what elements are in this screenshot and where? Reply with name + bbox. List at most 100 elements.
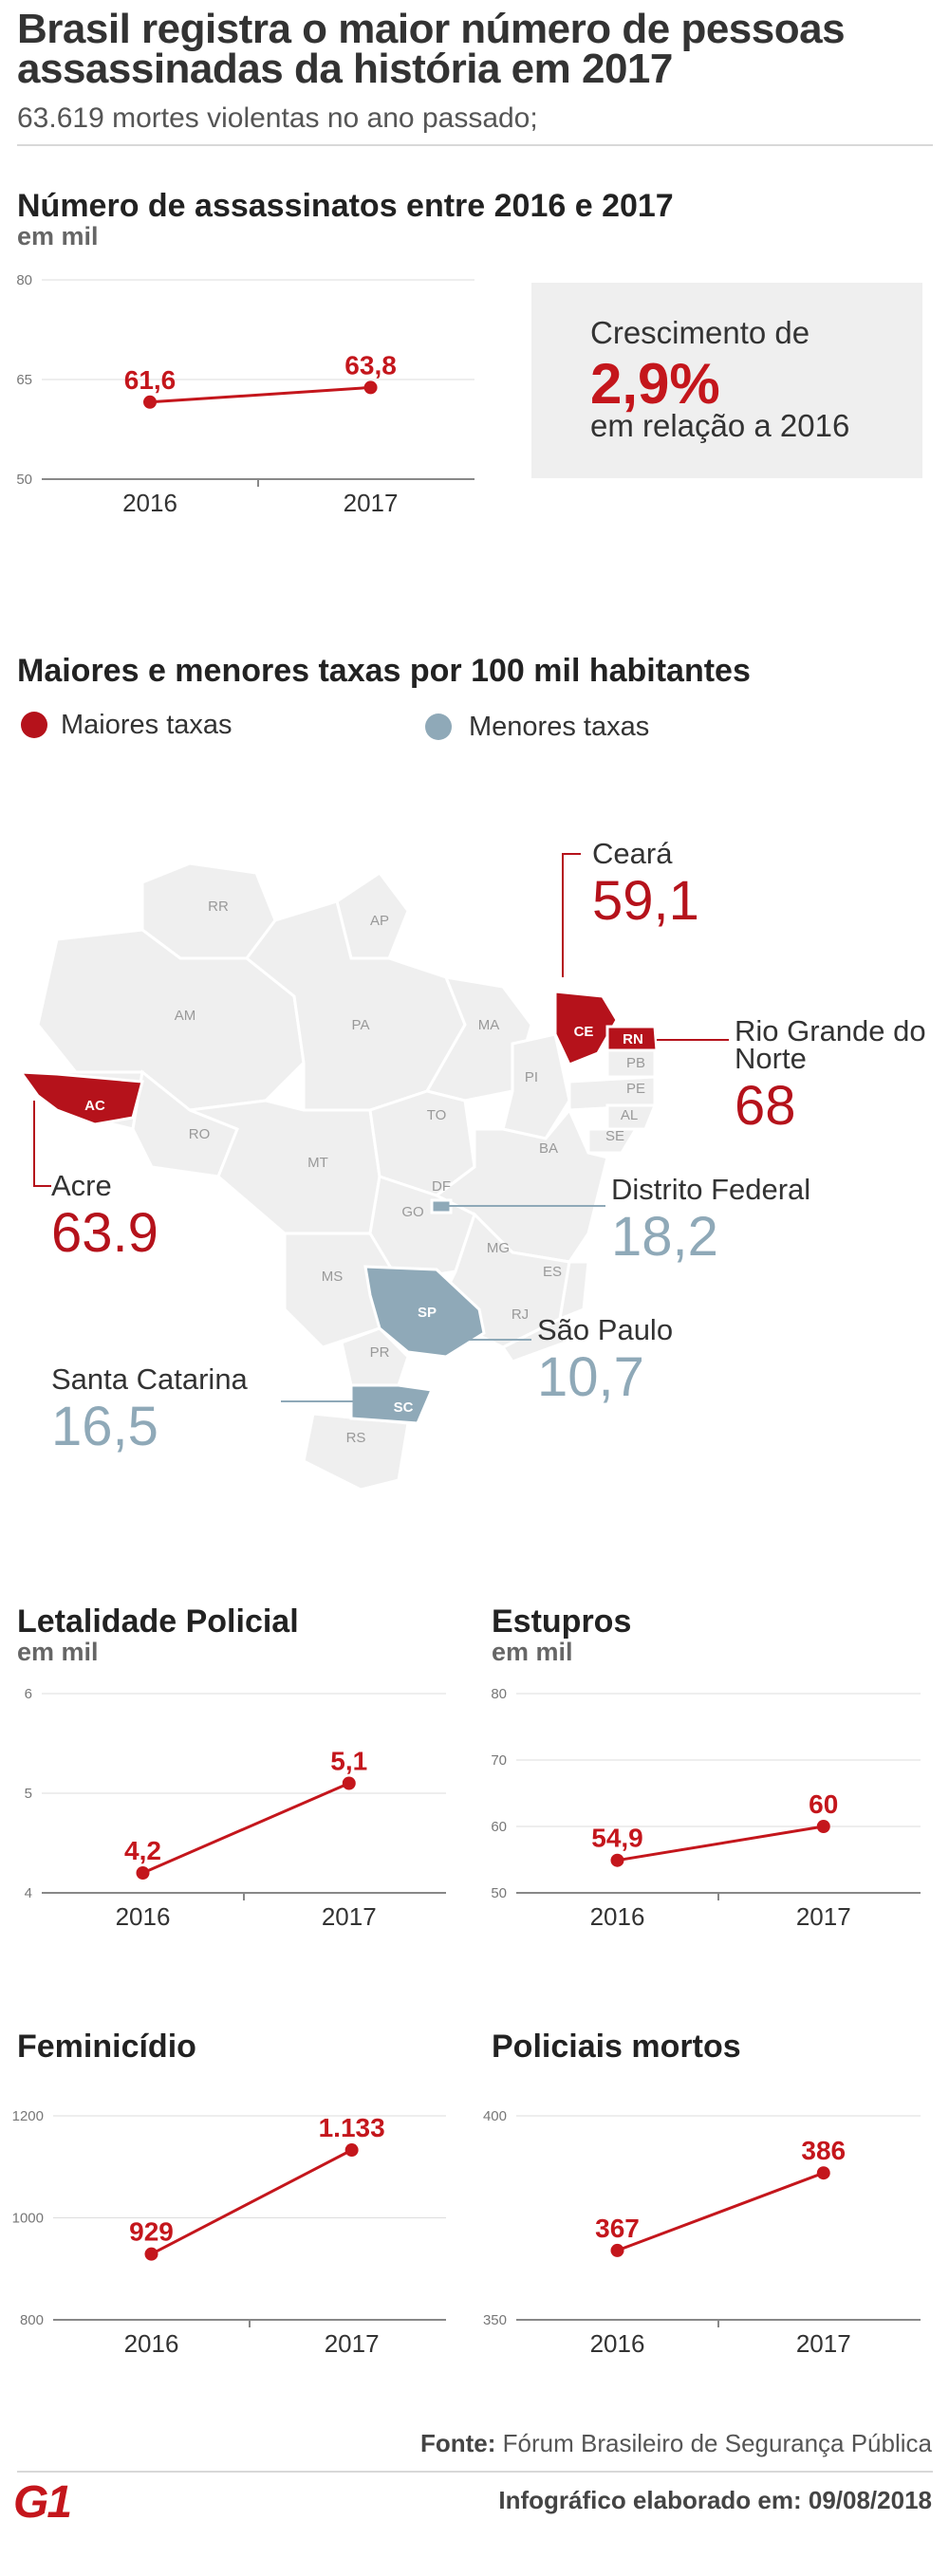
- label-pr: PR: [370, 1344, 390, 1361]
- state-ac-high: [17, 1070, 144, 1126]
- label-ro: RO: [189, 1126, 211, 1142]
- y-tick-label: 65: [16, 372, 32, 388]
- data-label: 929: [129, 2217, 174, 2247]
- g1-logo: G1: [13, 2477, 72, 2528]
- x-tick-label: 2017: [796, 1902, 851, 1931]
- legend-low-dot: [425, 713, 452, 740]
- y-tick-label: 400: [483, 2108, 507, 2124]
- data-point: [342, 1776, 356, 1790]
- footer-source: Fonte: Fórum Brasileiro de Segurança Púb…: [420, 2429, 932, 2458]
- label-ce: CE: [574, 1024, 594, 1040]
- label-df: DF: [432, 1178, 451, 1195]
- y-tick-label: 50: [491, 1885, 507, 1901]
- chart-feminicidio: 800 1000 1200 2016 2017 929 1.133: [12, 2108, 446, 2358]
- label-al: AL: [621, 1107, 638, 1123]
- data-point: [610, 2243, 624, 2257]
- chart-title-estupros: Estupros: [492, 1603, 632, 1640]
- chart-policiais: 350 400 2016 2017 367 386: [483, 2108, 921, 2358]
- data-point: [816, 1820, 830, 1833]
- data-point: [816, 2166, 830, 2180]
- state-rn-high: [605, 1025, 659, 1052]
- chart-subtitle-letalidade: em mil: [17, 1638, 99, 1666]
- data-label: 60: [809, 1789, 838, 1819]
- label-ap: AP: [370, 913, 389, 929]
- footer-divider: [17, 2471, 933, 2473]
- state-am: [36, 928, 306, 1112]
- footer-source-text: Fórum Brasileiro de Segurança Pública: [502, 2429, 932, 2457]
- data-label: 61,6: [124, 365, 177, 395]
- y-tick-label: 800: [20, 2312, 44, 2328]
- state-pr: [340, 1326, 410, 1387]
- state-sp-low: [363, 1265, 486, 1359]
- legend-low-label: Menores taxas: [469, 712, 650, 742]
- label-rr: RR: [208, 899, 229, 915]
- callout-df-value: 18,2: [611, 1206, 718, 1268]
- state-df-low: [430, 1198, 453, 1214]
- state-rj: [500, 1316, 567, 1363]
- label-es: ES: [543, 1264, 562, 1280]
- series-line: [617, 1825, 825, 1863]
- series-line: [150, 2148, 353, 2255]
- y-tick-label: 80: [16, 272, 32, 288]
- label-mt: MT: [307, 1155, 328, 1171]
- chart-title-assassinatos: Número de assassinatos entre 2016 e 2017: [17, 188, 674, 224]
- y-tick-label: 4: [25, 1885, 32, 1901]
- label-ba: BA: [539, 1140, 558, 1157]
- page-title: Brasil registra o maior número de pessoa…: [17, 6, 846, 92]
- label-to: TO: [427, 1107, 447, 1123]
- chart-subtitle-estupros: em mil: [492, 1638, 573, 1666]
- y-tick-label: 5: [25, 1786, 32, 1802]
- label-rs: RS: [346, 1430, 366, 1446]
- leader-ceara: [562, 853, 581, 977]
- growth-line1: Crescimento de: [590, 315, 810, 350]
- data-label: 63,8: [344, 350, 397, 380]
- label-pe: PE: [626, 1081, 645, 1097]
- data-point: [143, 395, 157, 409]
- label-mg: MG: [487, 1240, 510, 1256]
- label-rj: RJ: [512, 1307, 529, 1323]
- data-label: 4,2: [124, 1836, 161, 1865]
- data-label: 386: [801, 2136, 846, 2165]
- label-ms: MS: [322, 1269, 344, 1285]
- growth-line3: em relação a 2016: [590, 408, 850, 443]
- chart-subtitle-assassinatos: em mil: [17, 222, 99, 250]
- page-subtitle: 63.619 mortes violentas no ano passado;: [17, 102, 538, 134]
- label-pb: PB: [626, 1055, 645, 1071]
- legend-high-dot: [21, 712, 47, 738]
- callout-sp-name: São Paulo: [537, 1313, 674, 1346]
- footer-source-label: Fonte:: [420, 2429, 496, 2457]
- label-sc: SC: [394, 1399, 414, 1416]
- x-tick-label: 2016: [590, 1902, 645, 1931]
- y-tick-label: 80: [491, 1686, 507, 1702]
- divider: [17, 144, 933, 146]
- growth-box: Crescimento de 2,9% em relação a 2016: [531, 283, 922, 478]
- series-line: [149, 385, 371, 404]
- data-point: [344, 2143, 359, 2158]
- state-sc-low: [349, 1383, 435, 1425]
- label-pa: PA: [352, 1017, 370, 1033]
- leader-acre: [33, 1101, 51, 1187]
- callout-df-name: Distrito Federal: [611, 1173, 811, 1206]
- callout-acre-value: 63.9: [51, 1202, 158, 1264]
- brazil-map: RR AP AM PA MA PI PB PE AL SE TO RO MT B…: [17, 853, 729, 1492]
- series-line: [616, 2171, 825, 2252]
- label-ac: AC: [84, 1098, 105, 1114]
- y-tick-label: 50: [16, 472, 32, 488]
- footer-date: Infográfico elaborado em: 09/08/2018: [498, 2486, 932, 2514]
- chart-estupros: 50 60 70 80 2016 2017 54,9 60: [491, 1686, 921, 1931]
- legend-high-label: Maiores taxas: [61, 710, 233, 740]
- data-point: [363, 380, 378, 395]
- state-es: [558, 1260, 590, 1322]
- y-tick-label: 350: [483, 2312, 507, 2328]
- data-point: [136, 1866, 150, 1880]
- label-pi: PI: [525, 1069, 538, 1085]
- callout-acre-name: Acre: [51, 1169, 112, 1202]
- data-point: [610, 1853, 624, 1867]
- y-tick-label: 1000: [12, 2211, 44, 2227]
- chart-assassinatos: 50 65 80 2016 2017 61,6 63,8: [16, 272, 474, 517]
- y-tick-label: 60: [491, 1819, 507, 1835]
- chart-letalidade: 4 5 6 2016 2017 4,2 5,1: [25, 1686, 446, 1931]
- callout-rn-name: Rio Grande do Norte: [735, 1014, 926, 1075]
- callout-ceara-name: Ceará: [592, 837, 673, 870]
- state-ce-high: [553, 990, 619, 1066]
